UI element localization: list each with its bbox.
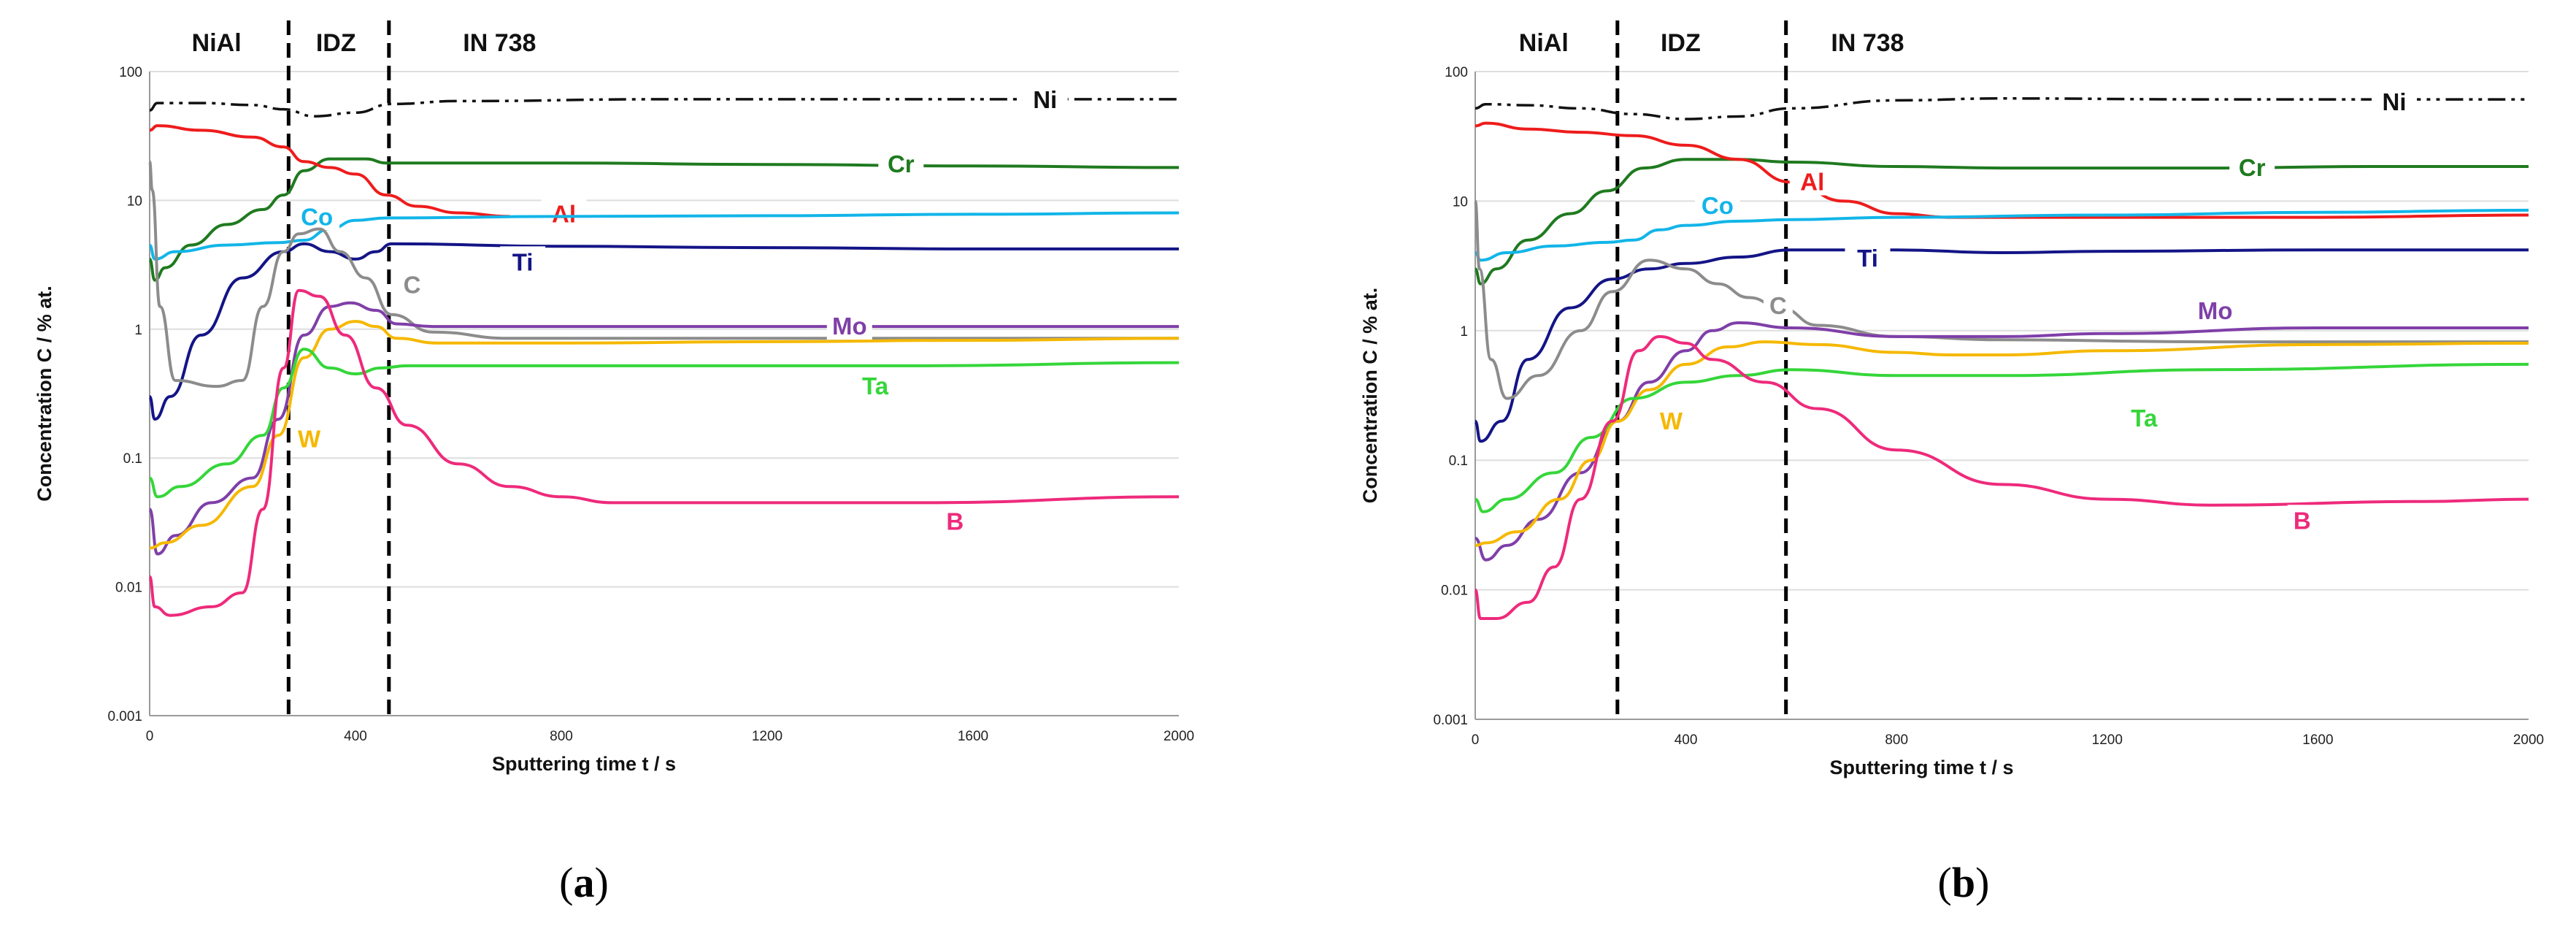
series-label-Ni: Ni bbox=[1033, 86, 1057, 113]
chart-panel-b: 0.001 0.01 0.1 1 10 100 0 400 800 1200 1600 2000 Spu… bbox=[1359, 20, 2544, 906]
series-label-Ti: Ti bbox=[512, 248, 534, 275]
y-axis-title: Concentration C / % at. bbox=[1359, 288, 1381, 504]
series-line-B bbox=[148, 288, 1180, 617]
series-line-Co bbox=[148, 211, 1180, 261]
y-tick-label: 0.01 bbox=[1441, 583, 1468, 599]
series-label-Cr: Cr bbox=[2239, 154, 2266, 181]
series-line-Mo bbox=[1475, 321, 2529, 562]
x-tick-label: 800 bbox=[1885, 732, 1908, 748]
series-line-Al bbox=[149, 124, 510, 218]
series-label-Co: Co bbox=[301, 203, 333, 230]
series-label-Cr: Cr bbox=[888, 150, 915, 177]
x-tick-label: 0 bbox=[146, 729, 154, 744]
y-tick-label: 1 bbox=[134, 323, 142, 338]
y-tick-label: 100 bbox=[1445, 65, 1468, 80]
series-label-C: C bbox=[1769, 292, 1787, 319]
region-label: IN 738 bbox=[463, 29, 536, 57]
x-axis-title: Sputtering time t / s bbox=[492, 753, 676, 775]
series-label-backing bbox=[1656, 405, 1686, 435]
series-line-Cr bbox=[1474, 158, 2529, 286]
series-label-B: B bbox=[2294, 507, 2311, 534]
region-label: IN 738 bbox=[1831, 29, 1904, 57]
y-tick-label: 0.1 bbox=[1449, 453, 1468, 469]
x-tick-label: 1200 bbox=[2092, 732, 2123, 748]
x-axis-title: Sputtering time t / s bbox=[1829, 757, 2013, 778]
series-label-C: C bbox=[404, 271, 421, 298]
region-label: IDZ bbox=[1661, 29, 1701, 57]
series-label-backing bbox=[853, 370, 899, 400]
series-line-C bbox=[148, 160, 1179, 388]
series-line-Mo bbox=[148, 301, 1179, 556]
series-label-W: W bbox=[298, 425, 321, 452]
region-label: NiAl bbox=[192, 29, 242, 57]
x-tick-label: 400 bbox=[1675, 732, 1698, 748]
y-tick-label: 0.001 bbox=[107, 709, 142, 724]
chart-panel-a: 0.001 0.01 0.1 1 10 100 0 400 800 1200 1600 2000 Spu… bbox=[34, 20, 1194, 906]
series-line-B bbox=[1474, 334, 2529, 620]
series-line-Ti bbox=[148, 242, 1179, 421]
y-tick-label: 0.001 bbox=[1433, 713, 1468, 728]
series-label-Ni: Ni bbox=[2383, 88, 2407, 115]
y-tick-label: 100 bbox=[119, 65, 142, 80]
series-label-backing bbox=[1694, 189, 1740, 219]
series-label-backing bbox=[541, 198, 587, 228]
series-label-backing bbox=[294, 423, 324, 453]
x-tick-label: 2000 bbox=[2513, 732, 2544, 748]
series-line-Co bbox=[1475, 208, 2529, 262]
region-label: NiAl bbox=[1519, 29, 1569, 57]
series-line-Ta bbox=[148, 348, 1180, 499]
series-label-backing bbox=[2287, 505, 2317, 535]
y-axis-title: Concentration C / % at. bbox=[34, 286, 55, 502]
x-tick-label: 800 bbox=[550, 729, 573, 744]
x-tick-label: 1600 bbox=[958, 729, 988, 744]
series-label-Al: Al bbox=[552, 200, 576, 227]
series-label-backing bbox=[2229, 152, 2275, 182]
series-label-backing bbox=[826, 310, 872, 340]
series-label-backing bbox=[500, 246, 546, 276]
x-tick-label: 2000 bbox=[1164, 729, 1194, 744]
series-label-Mo: Mo bbox=[832, 313, 867, 340]
series-label-Al: Al bbox=[1800, 168, 1824, 195]
x-tick-label: 0 bbox=[1472, 732, 1480, 748]
series-label-backing bbox=[1789, 166, 1835, 196]
y-tick-label: 10 bbox=[1453, 194, 1468, 210]
series-line-W bbox=[1475, 340, 2529, 547]
y-tick-label: 0.1 bbox=[123, 451, 142, 467]
series-label-Co: Co bbox=[1702, 192, 1734, 219]
series-label-backing bbox=[1763, 290, 1793, 320]
y-tick-label: 1 bbox=[1460, 324, 1468, 340]
panel-caption: (b) bbox=[1938, 859, 1990, 906]
x-tick-label: 1600 bbox=[2302, 732, 2333, 748]
series-line-Ta bbox=[1475, 362, 2529, 513]
series-line-Cr bbox=[148, 157, 1180, 282]
series-label-B: B bbox=[946, 508, 964, 535]
series-line-Ti bbox=[1474, 248, 2529, 443]
series-label-Ta: Ta bbox=[862, 372, 889, 399]
series-label-backing bbox=[2121, 402, 2167, 432]
series-label-Mo: Mo bbox=[2198, 297, 2233, 324]
region-label: IDZ bbox=[316, 29, 356, 57]
y-tick-label: 0.01 bbox=[115, 581, 142, 596]
x-tick-label: 1200 bbox=[752, 729, 783, 744]
series-label-backing bbox=[397, 269, 427, 299]
panel-caption: (a) bbox=[559, 859, 609, 906]
series-label-W: W bbox=[1660, 407, 1683, 435]
series-label-backing bbox=[2372, 85, 2418, 115]
series-label-backing bbox=[1022, 84, 1068, 114]
y-tick-label: 10 bbox=[127, 194, 142, 209]
series-label-Ti: Ti bbox=[1857, 245, 1878, 272]
series-label-Ta: Ta bbox=[2131, 405, 2158, 432]
series-line-W bbox=[149, 320, 1180, 550]
series-label-backing bbox=[1845, 242, 1891, 272]
series-label-backing bbox=[878, 148, 924, 178]
series-line-C bbox=[1474, 199, 2529, 400]
series-label-backing bbox=[294, 201, 340, 231]
series-line-Ni bbox=[1475, 97, 2529, 120]
series-label-backing bbox=[940, 505, 970, 535]
series-label-backing bbox=[2192, 294, 2238, 324]
x-tick-label: 400 bbox=[344, 729, 367, 744]
